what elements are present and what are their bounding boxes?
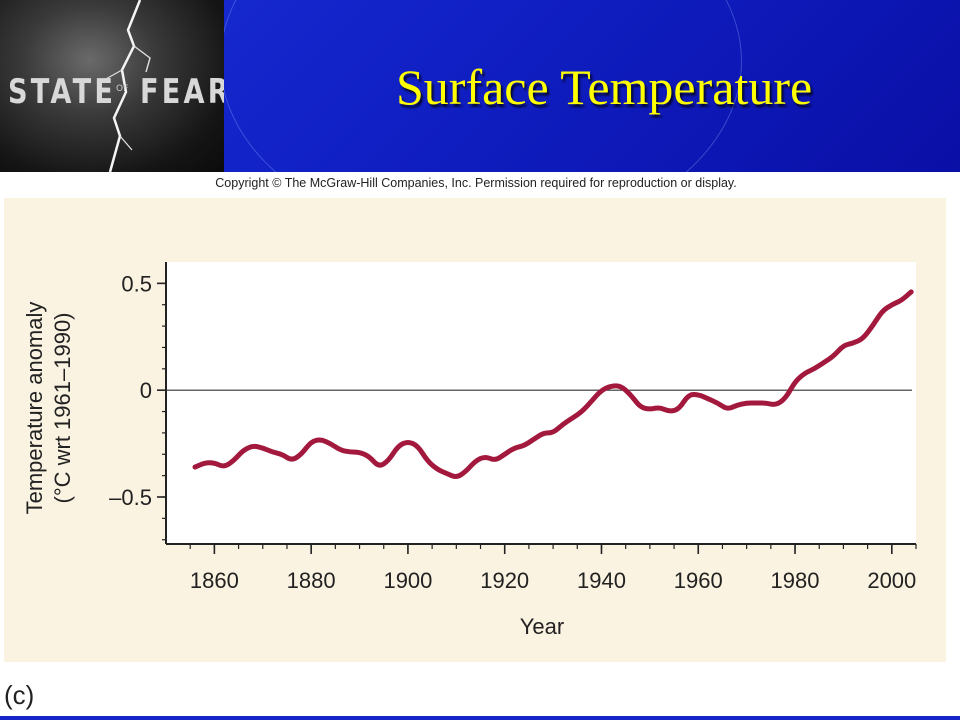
y-axis-label-line2: (°C wrt 1961–1990) (50, 312, 75, 503)
chart-ticks: 0.5 0 –0.5 1860 1880 1900 1920 1940 1960 1980 2000 (109, 271, 917, 593)
logo-text-state: STATE (8, 72, 117, 112)
chart-axes (165, 262, 916, 545)
x-tick-label: 1960 (674, 568, 723, 593)
state-of-fear-logo: STATE OF FEAR (0, 0, 224, 172)
x-tick-label: 1880 (287, 568, 336, 593)
y-tick-label: 0 (140, 378, 152, 403)
y-tick-label: –0.5 (109, 485, 152, 510)
lightning-bolt-icon (103, 0, 151, 172)
x-tick-label: 1860 (190, 568, 239, 593)
x-tick-label: 1900 (383, 568, 432, 593)
x-tick-label: 1940 (577, 568, 626, 593)
plot-area (166, 262, 916, 544)
temperature-anomaly-series (192, 289, 914, 479)
slide-header: STATE OF FEAR Surface Temperature (0, 0, 960, 172)
x-axis-label: Year (520, 614, 564, 639)
x-tick-label: 2000 (867, 568, 916, 593)
logo-text-fear: FEAR (140, 72, 224, 112)
panel-label: (c) (4, 680, 35, 710)
chart-series (192, 289, 914, 479)
x-tick-label: 1980 (771, 568, 820, 593)
y-axis-label-line1: Temperature anomaly (22, 302, 47, 515)
copyright-notice: Copyright © The McGraw-Hill Companies, I… (215, 176, 737, 190)
y-tick-label: 0.5 (121, 271, 152, 296)
bottom-rule (0, 716, 960, 720)
logo-text-of: OF (116, 84, 129, 94)
slide-title: Surface Temperature (396, 59, 813, 115)
x-tick-label: 1920 (480, 568, 529, 593)
